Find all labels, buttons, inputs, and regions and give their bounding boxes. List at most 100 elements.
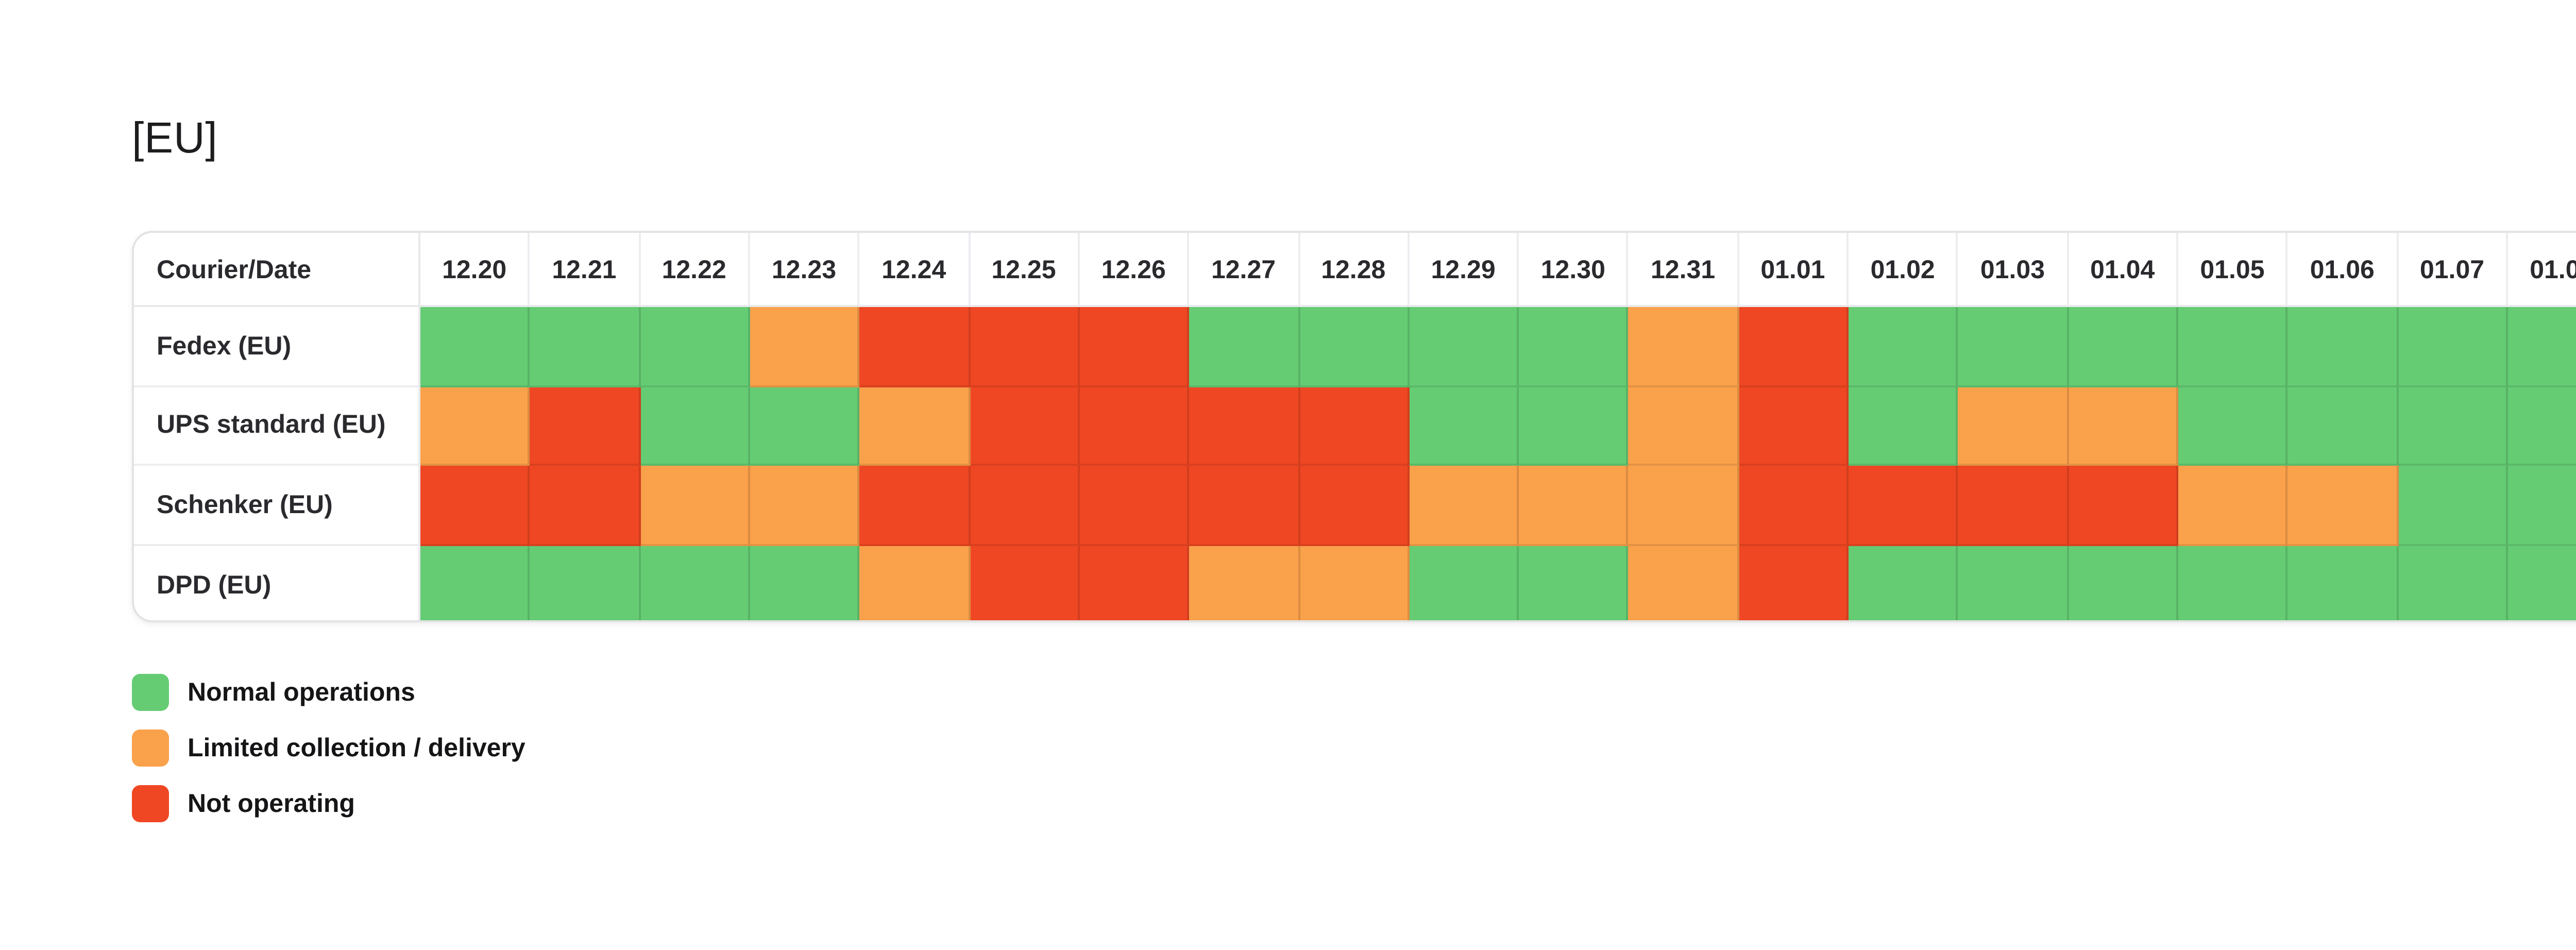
status-cell-normal [2069, 307, 2179, 386]
status-cell-normal [2508, 386, 2576, 466]
status-cell-not_operating [1739, 466, 1849, 545]
status-cell-limited [860, 386, 970, 466]
status-cell-normal [1958, 307, 2069, 386]
date-header-cell: 12.20 [420, 233, 531, 307]
status-cell-limited [2069, 386, 2179, 466]
status-cell-normal [2398, 386, 2509, 466]
status-cell-not_operating [1739, 307, 1849, 386]
status-cell-not_operating [1189, 466, 1300, 545]
date-header-cell: 12.25 [970, 233, 1080, 307]
status-cell-limited [420, 386, 531, 466]
status-cell-normal [2178, 545, 2289, 620]
status-cell-normal [640, 307, 750, 386]
status-cell-limited [1409, 466, 1519, 545]
date-header-cell: 12.29 [1409, 233, 1519, 307]
status-cell-normal [2398, 466, 2509, 545]
status-cell-not_operating [1189, 386, 1300, 466]
legend-swatch-limited [132, 730, 169, 767]
status-cell-normal [2178, 386, 2289, 466]
status-cell-limited [2178, 466, 2289, 545]
status-cell-limited [640, 466, 750, 545]
status-cell-limited [1629, 466, 1739, 545]
status-cell-normal [420, 545, 531, 620]
status-cell-not_operating [1958, 466, 2069, 545]
date-header-cell: 12.31 [1629, 233, 1739, 307]
courier-row-label: DPD (EU) [134, 545, 420, 620]
status-cell-normal [2508, 545, 2576, 620]
status-cell-not_operating [970, 307, 1080, 386]
status-cell-limited [1629, 545, 1739, 620]
status-cell-normal [2508, 307, 2576, 386]
status-cell-normal [1519, 545, 1629, 620]
status-cell-not_operating [970, 466, 1080, 545]
status-cell-normal [1849, 545, 1959, 620]
page-title: [EU] [132, 115, 218, 163]
status-cell-normal [2288, 386, 2398, 466]
status-cell-normal [1849, 307, 1959, 386]
status-cell-normal [2288, 545, 2398, 620]
status-cell-normal [530, 545, 640, 620]
status-cell-normal [1189, 307, 1300, 386]
status-cell-not_operating [1849, 466, 1959, 545]
date-header-cell: 01.06 [2288, 233, 2398, 307]
status-cell-normal [420, 307, 531, 386]
status-cell-normal [640, 545, 750, 620]
status-cell-not_operating [1079, 386, 1190, 466]
status-cell-normal [1958, 545, 2069, 620]
status-cell-normal [2069, 545, 2179, 620]
legend-label: Normal operations [188, 678, 415, 707]
status-cell-not_operating [860, 307, 970, 386]
status-cell-not_operating [2069, 466, 2179, 545]
status-cell-not_operating [970, 386, 1080, 466]
status-cell-not_operating [1739, 386, 1849, 466]
status-cell-normal [2398, 307, 2509, 386]
date-header-cell: 01.05 [2178, 233, 2289, 307]
status-cell-normal [530, 307, 640, 386]
status-cell-not_operating [970, 545, 1080, 620]
legend-label: Limited collection / delivery [188, 734, 526, 762]
legend-item: Not operating [132, 785, 526, 822]
courier-row-label: Schenker (EU) [134, 466, 420, 545]
status-cell-not_operating [1079, 466, 1190, 545]
legend: Normal operations Limited collection / de… [132, 674, 526, 841]
status-cell-normal [1409, 386, 1519, 466]
date-header-cell: 12.21 [530, 233, 640, 307]
status-cell-limited [750, 466, 860, 545]
courier-status-table: Courier/Date 12.20 12.21 12.22 12.23 12.24 12.… [132, 231, 2576, 622]
date-header-cell: 12.23 [750, 233, 860, 307]
status-cell-normal [750, 386, 860, 466]
legend-swatch-normal [132, 674, 169, 711]
legend-label: Not operating [188, 789, 355, 818]
courier-row-label: Fedex (EU) [134, 307, 420, 386]
status-cell-normal [640, 386, 750, 466]
status-cell-limited [1629, 307, 1739, 386]
status-grid: Courier/Date 12.20 12.21 12.22 12.23 12.24 12.… [134, 233, 2576, 620]
status-cell-limited [1189, 545, 1300, 620]
date-header-cell: 12.30 [1519, 233, 1629, 307]
status-cell-normal [2508, 466, 2576, 545]
status-cell-not_operating [1739, 545, 1849, 620]
legend-item: Normal operations [132, 674, 526, 711]
status-cell-not_operating [530, 386, 640, 466]
legend-swatch-not_operating [132, 785, 169, 822]
status-cell-not_operating [530, 466, 640, 545]
date-header-cell: 01.01 [1739, 233, 1849, 307]
status-cell-not_operating [1299, 386, 1410, 466]
legend-item: Limited collection / delivery [132, 730, 526, 767]
date-header-cell: 01.07 [2398, 233, 2509, 307]
status-cell-normal [1409, 307, 1519, 386]
status-cell-normal [2288, 307, 2398, 386]
status-cell-limited [1519, 466, 1629, 545]
date-header-cell: 12.26 [1079, 233, 1190, 307]
status-cell-normal [750, 545, 860, 620]
status-cell-normal [1409, 545, 1519, 620]
status-cell-normal [1519, 307, 1629, 386]
status-cell-limited [860, 545, 970, 620]
status-cell-limited [1958, 386, 2069, 466]
status-cell-normal [2178, 307, 2289, 386]
status-cell-not_operating [1299, 466, 1410, 545]
date-header-cell: 01.04 [2069, 233, 2179, 307]
date-header-cell: 01.08 [2508, 233, 2576, 307]
status-cell-not_operating [860, 466, 970, 545]
